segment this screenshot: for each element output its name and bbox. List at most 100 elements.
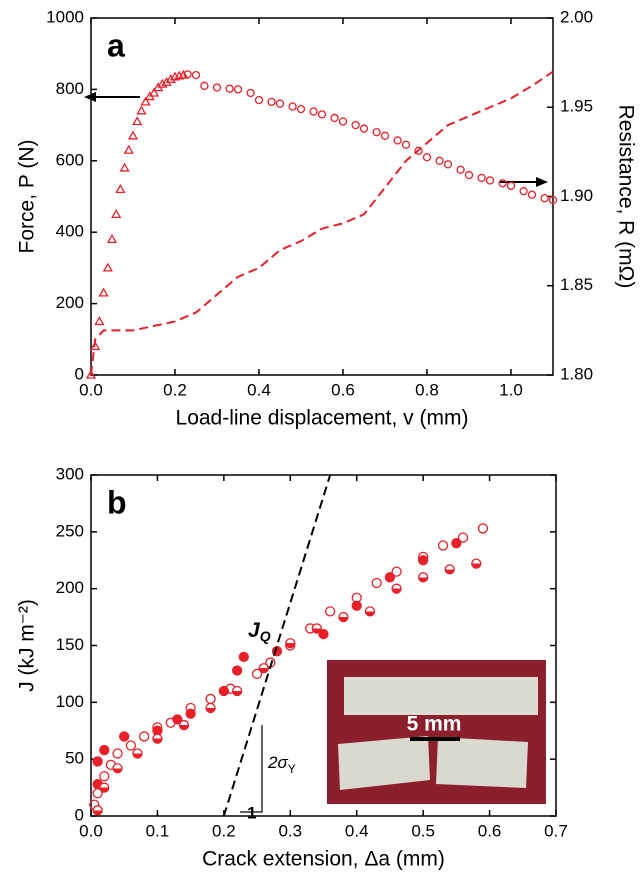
marker — [457, 532, 469, 543]
x-tick-label: 0.6 — [478, 821, 502, 840]
marker — [391, 566, 402, 577]
y-tick-label: 150 — [56, 635, 84, 654]
marker — [94, 316, 105, 326]
x-tick-label: 0.2 — [212, 821, 236, 840]
marker — [246, 88, 255, 98]
marker — [119, 731, 130, 742]
marker — [99, 744, 110, 756]
marker — [233, 85, 243, 94]
jq-label: JQ — [248, 619, 271, 644]
marker — [359, 124, 369, 133]
marker — [338, 117, 348, 126]
annot: Q — [260, 628, 271, 644]
marker — [258, 663, 269, 674]
arrow-left — [84, 92, 140, 102]
marker — [99, 782, 110, 793]
y-tick-label: 250 — [56, 521, 84, 540]
marker — [351, 592, 362, 603]
y-tick-label: 0 — [75, 805, 84, 824]
x-tick-label: 0.4 — [345, 821, 369, 840]
marker — [471, 558, 482, 569]
marker — [112, 763, 123, 774]
marker — [115, 184, 126, 194]
y-tick-label: 0 — [75, 364, 84, 383]
marker — [205, 693, 216, 705]
marker — [285, 638, 296, 649]
marker — [92, 788, 103, 799]
y2-axis-label: Resistance, R (mΩ) — [614, 105, 637, 289]
y2-tick-label: 1.95 — [560, 97, 593, 116]
marker — [138, 731, 150, 742]
marker — [477, 523, 489, 534]
marker — [540, 194, 549, 203]
y-tick-label: 1000 — [46, 7, 84, 26]
marker — [364, 606, 376, 617]
marker — [157, 78, 168, 88]
y-tick-label: 800 — [56, 79, 84, 98]
marker — [136, 105, 147, 115]
marker — [371, 577, 382, 589]
marker — [200, 81, 209, 90]
marker — [111, 209, 122, 219]
y-tick-label: 100 — [56, 692, 84, 711]
inset-photo — [327, 660, 546, 804]
marker — [498, 179, 507, 188]
marker — [98, 287, 109, 297]
marker — [152, 722, 163, 733]
marker — [351, 600, 362, 611]
x-tick-label: 0.6 — [331, 380, 355, 399]
marker — [317, 110, 327, 119]
marker — [372, 128, 381, 137]
marker — [443, 160, 453, 169]
marker — [123, 144, 134, 154]
marker — [212, 83, 222, 92]
marker — [506, 181, 516, 190]
marker — [238, 651, 249, 663]
marker — [191, 70, 201, 80]
y-tick-label: 200 — [56, 293, 84, 312]
y2-tick-label: 1.80 — [560, 364, 593, 383]
marker — [231, 685, 243, 697]
marker — [311, 623, 323, 634]
marker — [318, 628, 329, 640]
marker — [251, 668, 263, 680]
marker — [85, 369, 97, 379]
marker — [309, 107, 318, 116]
y-tick-label: 300 — [56, 464, 84, 483]
marker — [125, 740, 137, 751]
panel-label: a — [107, 27, 125, 63]
annot: Y — [288, 762, 296, 776]
marker — [391, 583, 402, 594]
marker — [437, 540, 449, 551]
x-tick-label: 0.1 — [146, 821, 170, 840]
x-tick-label: 0.3 — [278, 821, 302, 840]
marker — [254, 95, 264, 105]
marker — [152, 733, 163, 744]
marker — [417, 572, 429, 583]
marker — [140, 96, 151, 106]
marker — [178, 69, 189, 79]
sigma-label: 2σY — [267, 753, 296, 776]
x-tick-label: 0.7 — [544, 821, 568, 840]
marker — [417, 555, 429, 566]
x-tick-label: 0.4 — [247, 380, 271, 399]
y-tick-label: 50 — [65, 749, 84, 768]
x-tick-label: 0.8 — [415, 380, 439, 399]
marker — [231, 665, 243, 676]
marker — [92, 805, 103, 816]
marker — [393, 136, 402, 145]
x-tick-label: 0.0 — [79, 380, 103, 399]
marker — [288, 102, 297, 111]
slope-triangle — [240, 725, 263, 813]
marker — [275, 99, 285, 108]
annot: 2σ — [267, 753, 288, 772]
marker — [519, 186, 528, 196]
marker — [422, 153, 432, 162]
y-tick-label: 400 — [56, 222, 84, 241]
marker — [464, 170, 474, 180]
annot: J — [248, 619, 261, 642]
x-tick-label: 0.2 — [163, 380, 187, 399]
marker — [225, 84, 234, 93]
marker — [548, 195, 558, 205]
